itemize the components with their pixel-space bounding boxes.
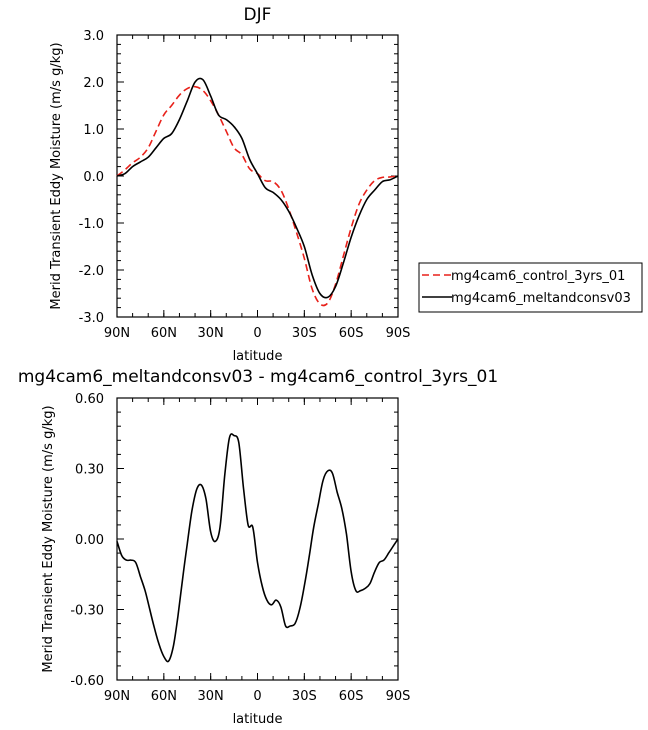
series-line-difference-0 — [116, 433, 399, 663]
y-tick-label: 1.0 — [83, 123, 104, 138]
series-line-mg4cam6_meltandconsv03 — [116, 77, 399, 299]
legend-label-meltandconsv: mg4cam6_meltandconsv03 — [451, 291, 631, 306]
y-tick-label: -0.30 — [70, 604, 104, 619]
x-tick-label: 60N — [151, 326, 177, 341]
bottom-chart-title: mg4cam6_meltandconsv03 - mg4cam6_control… — [18, 367, 498, 387]
series-line-mg4cam6_control_3yrs_01 — [116, 85, 399, 307]
top-plot-frame — [116, 34, 399, 318]
x-tick-label: 60S — [339, 326, 364, 341]
top-legend: mg4cam6_control_3yrs_01 mg4cam6_meltandc… — [418, 262, 643, 313]
bottom-ticks: 90N 60N 30N 0 30S 60S 90S 0.60 0.30 0.00 -0.30 -0.6… — [70, 392, 410, 704]
x-tick-label: 60N — [151, 689, 177, 704]
top-chart-title: DJF — [244, 5, 272, 25]
x-tick-label: 90S — [386, 689, 411, 704]
bottom-x-axis-label: latitude — [233, 712, 283, 727]
x-tick-label: 60S — [339, 689, 364, 704]
top-x-axis-label: latitude — [233, 349, 283, 364]
y-tick-label: -0.60 — [70, 674, 104, 689]
y-tick-label: 0.60 — [75, 392, 104, 407]
x-tick-label: 30N — [198, 689, 224, 704]
y-tick-label: 2.0 — [83, 76, 104, 91]
y-tick-label: 0.30 — [75, 463, 104, 478]
top-chart: DJF 90N 60N 30N 0 30S 60S 90S 3.0 2.0 1.0 0.0 -1.0 -… — [49, 5, 643, 364]
y-tick-label: 3.0 — [83, 29, 104, 44]
x-tick-label: 30S — [292, 326, 317, 341]
bottom-plot-frame — [116, 397, 399, 681]
x-tick-label: 30N — [198, 326, 224, 341]
bottom-chart: mg4cam6_meltandconsv03 - mg4cam6_control… — [18, 367, 498, 727]
y-tick-label: -3.0 — [79, 311, 104, 326]
y-tick-label: -2.0 — [79, 264, 104, 279]
top-series-lines — [116, 77, 399, 307]
y-tick-label: 0.00 — [75, 533, 104, 548]
y-tick-label: 0.0 — [83, 170, 104, 185]
legend-label-control: mg4cam6_control_3yrs_01 — [451, 269, 625, 284]
x-tick-label: 90S — [386, 326, 411, 341]
x-tick-label: 0 — [253, 689, 261, 704]
top-ticks: 90N 60N 30N 0 30S 60S 90S 3.0 2.0 1.0 0.0 -1.0 -2.0 -… — [79, 29, 411, 341]
top-y-axis-label: Merid Transient Eddy Moisture (m/s g/kg) — [49, 42, 64, 309]
x-tick-label: 90N — [104, 326, 130, 341]
x-tick-label: 90N — [104, 689, 130, 704]
x-tick-label: 0 — [253, 326, 261, 341]
legend-box — [418, 262, 643, 313]
x-tick-label: 30S — [292, 689, 317, 704]
bottom-series-lines — [116, 433, 399, 663]
y-tick-label: -1.0 — [79, 217, 104, 232]
bottom-y-axis-label: Merid Transient Eddy Moisture (m/s g/kg) — [41, 405, 56, 672]
